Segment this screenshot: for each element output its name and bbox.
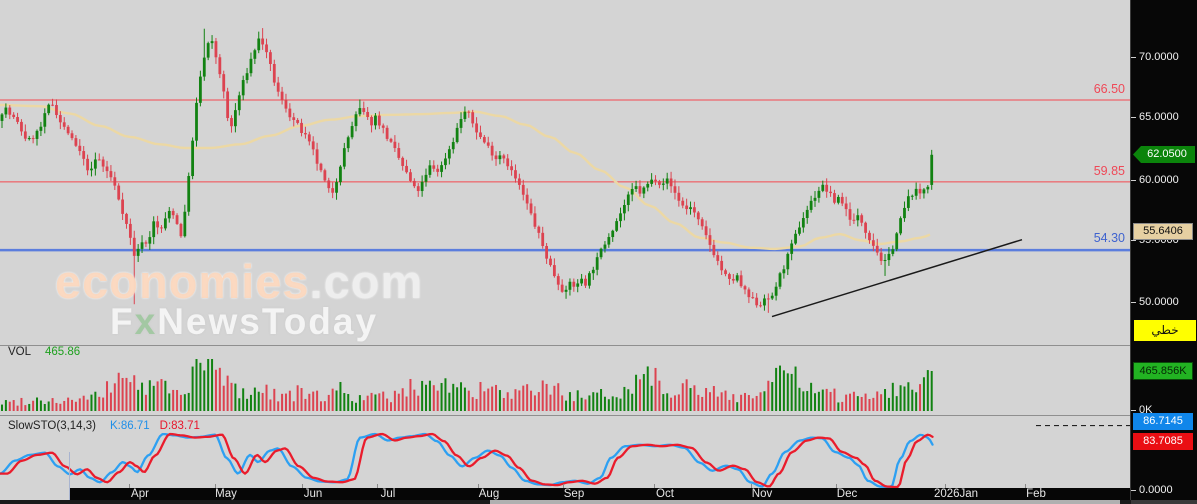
- time-axis[interactable]: Apr May Jun Jul Aug Sep Oct Nov Dec 2026Jan Feb: [69, 488, 1130, 500]
- price-axis-panel[interactable]: 70.0000 65.0000 60.0000 55.0000 50.0000 0K 0.0…: [1130, 0, 1197, 504]
- volume-indicator-value: 465.86: [45, 346, 81, 358]
- volume-indicator-label: VOL: [8, 346, 32, 358]
- stochastic-indicator-label: SlowSTO(3,14,3): [8, 420, 96, 432]
- price-tick-55.0000-tick: [1131, 240, 1136, 241]
- month-label-Apr: Apr: [131, 488, 149, 500]
- watermark-tagline-f: F: [110, 301, 135, 342]
- watermark-brand-suffix: .com: [309, 255, 424, 308]
- price-tick-65.0000-tick: [1131, 117, 1136, 118]
- month-tick-May: [215, 484, 216, 488]
- stochastic-d-value: D:83.71: [159, 420, 200, 432]
- linear-scale-badge[interactable]: خطي: [1134, 320, 1196, 341]
- volume-zero-tick: [1131, 410, 1136, 411]
- price-tick-70.0000-label: 70.0000: [1139, 51, 1179, 63]
- stochastic-d-badge: 83.7085: [1133, 433, 1193, 450]
- stochastic-k-badge: 86.7145: [1133, 413, 1193, 430]
- data-start-marker: [69, 452, 70, 500]
- month-label-Dec: Dec: [836, 488, 858, 500]
- month-label-Jul: Jul: [380, 488, 396, 500]
- trend-line[interactable]: [771, 238, 1023, 318]
- scrollbar[interactable]: [0, 500, 1197, 504]
- month-label-2026Jan: 2026Jan: [933, 488, 979, 500]
- month-tick-Jun: [302, 484, 303, 488]
- level-label-54-30: 54.30: [1093, 231, 1125, 245]
- month-tick-Jul: [377, 484, 378, 488]
- watermark-tagline-x: x: [134, 301, 158, 342]
- panel-separator-stochastic[interactable]: [0, 415, 1197, 416]
- month-label-Sep: Sep: [563, 488, 585, 500]
- scrollbar-right-segment: [1131, 500, 1197, 504]
- month-label-Jun: Jun: [303, 488, 323, 500]
- month-tick-Feb: [1025, 484, 1026, 488]
- month-tick-Nov: [751, 484, 752, 488]
- watermark-brand: economies.com: [55, 254, 423, 309]
- month-tick-Aug: [478, 484, 479, 488]
- price-tick-65.0000-label: 65.0000: [1139, 111, 1179, 123]
- level-label-59-85: 59.85: [1093, 164, 1125, 178]
- stochastic-indicator-header: SlowSTO(3,14,3) K:86.71 D:83.71: [8, 420, 200, 432]
- ma-value-badge: 55.6406: [1133, 223, 1193, 240]
- stochastic-zero-label: 0.0000: [1139, 484, 1173, 496]
- month-tick-Oct: [654, 484, 655, 488]
- volume-bars-layer: [1, 359, 933, 411]
- month-tick-Sep: [563, 484, 564, 488]
- stochastic-zero-tick: [1131, 490, 1136, 491]
- month-label-Oct: Oct: [656, 488, 674, 500]
- month-label-Nov: Nov: [751, 488, 773, 500]
- watermark-tagline-rest: NewsToday: [157, 301, 379, 342]
- month-tick-2026Jan: [945, 484, 946, 488]
- price-tick-50.0000-label: 50.0000: [1139, 296, 1179, 308]
- month-tick-Apr: [129, 484, 130, 488]
- moving-average-line[interactable]: [0, 103, 931, 251]
- level-label-66-50: 66.50: [1093, 82, 1125, 96]
- stochastic-k-value: K:86.71: [110, 420, 150, 432]
- watermark-tagline: FxNewsToday: [110, 301, 378, 343]
- price-tick-70.0000-tick: [1131, 57, 1136, 58]
- scrollbar-thumb[interactable]: [490, 500, 1120, 504]
- volume-value-badge: 465.856K: [1133, 362, 1193, 380]
- month-label-Aug: Aug: [478, 488, 500, 500]
- stochastic-d-line[interactable]: [0, 432, 934, 489]
- panel-separator-volume[interactable]: [0, 345, 1197, 346]
- month-label-Feb: Feb: [1026, 488, 1046, 500]
- stochastic-k-line[interactable]: [0, 432, 934, 489]
- volume-indicator-header: VOL 465.86: [8, 346, 80, 358]
- month-tick-Dec: [836, 484, 837, 488]
- month-label-May: May: [215, 488, 237, 500]
- price-tick-60.0000-tick: [1131, 180, 1136, 181]
- candles-layer: [0, 28, 934, 313]
- watermark-brand-text: economies: [55, 255, 310, 308]
- price-tick-60.0000-label: 60.0000: [1139, 174, 1179, 186]
- price-tick-50.0000-tick: [1131, 302, 1136, 303]
- last-price-badge: 62.0500: [1133, 146, 1195, 163]
